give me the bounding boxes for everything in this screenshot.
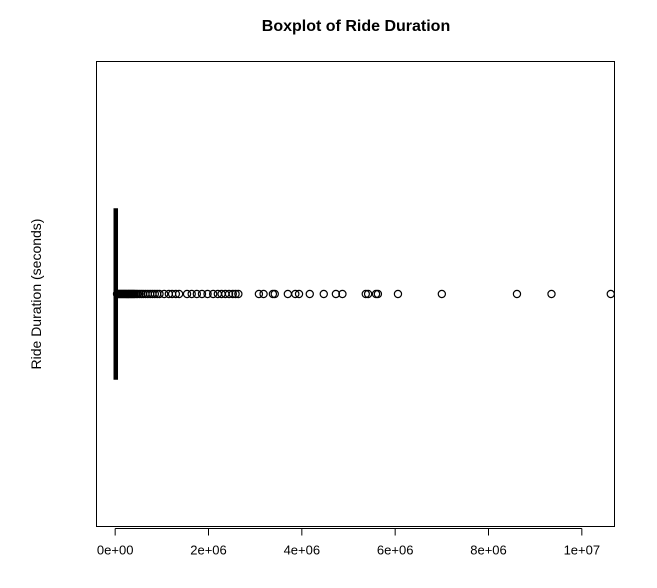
outlier-point — [197, 289, 207, 299]
outlier-point — [361, 289, 370, 299]
x-tick-label: 2e+06 — [190, 543, 227, 558]
outlier-point — [254, 289, 264, 299]
outlier-point — [155, 289, 164, 299]
outlier-point — [224, 289, 234, 299]
x-tick-label: 0e+00 — [97, 543, 134, 558]
outlier-point — [512, 289, 522, 299]
plot-frame — [96, 61, 615, 527]
outlier-point — [182, 289, 192, 299]
outlier-point — [228, 289, 237, 299]
outlier-point — [187, 289, 196, 299]
x-tick-label: 8e+06 — [470, 543, 507, 558]
outlier-point — [437, 289, 447, 299]
outlier-point — [305, 289, 314, 299]
outlier-point — [338, 289, 347, 299]
x-tick-label: 6e+06 — [377, 543, 414, 558]
x-tick-label: 4e+06 — [284, 543, 321, 558]
outlier-point — [363, 289, 373, 299]
outlier-point — [331, 289, 341, 299]
outliers — [112, 289, 615, 299]
outlier-point — [159, 289, 169, 299]
outlier-point — [234, 289, 243, 299]
outlier-point — [259, 289, 268, 299]
outlier-point — [393, 289, 403, 299]
outlier-point — [291, 289, 300, 299]
y-axis-label: Ride Duration (seconds) — [28, 219, 44, 370]
x-axis: 0e+00 2e+06 4e+06 6e+06 8e+06 1e+07 — [97, 528, 601, 558]
outlier-point — [203, 289, 212, 299]
outlier-point — [231, 289, 240, 299]
outlier-point — [208, 289, 218, 299]
outlier-point — [171, 289, 181, 299]
outlier-point — [174, 289, 184, 299]
outlier-point — [192, 289, 202, 299]
chart-title: Boxplot of Ride Duration — [262, 18, 450, 35]
outlier-point — [606, 289, 615, 299]
outlier-point — [547, 289, 556, 299]
outlier-point — [283, 289, 293, 299]
outlier-point — [150, 289, 160, 299]
outlier-point — [319, 289, 328, 299]
outlier-point — [294, 289, 304, 299]
outlier-point — [270, 289, 279, 299]
x-tick-label: 1e+07 — [564, 543, 601, 558]
outlier-point — [373, 289, 383, 299]
